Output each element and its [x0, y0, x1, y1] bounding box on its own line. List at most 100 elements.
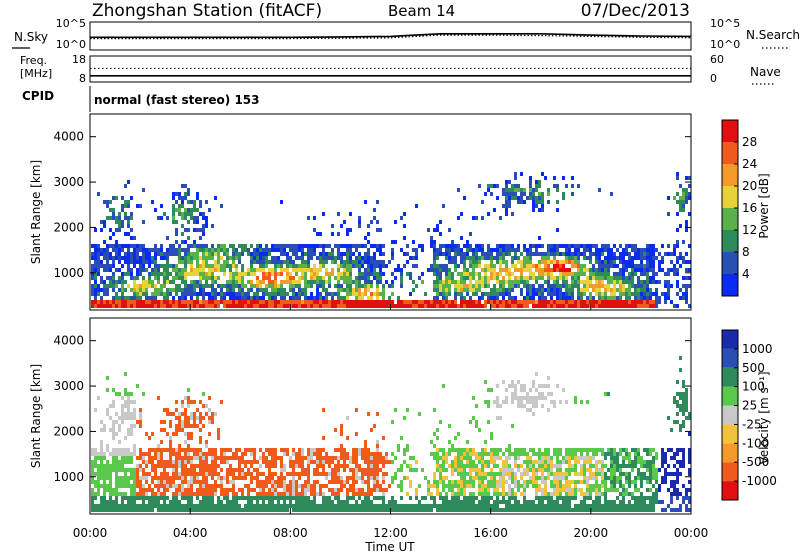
velocity-cell — [181, 456, 184, 460]
power-cell — [94, 268, 97, 272]
velocity-cell — [373, 464, 376, 468]
power-cell — [493, 268, 496, 272]
power-yticks-label-3: 1000 — [53, 266, 84, 280]
velocity-cell — [172, 476, 175, 480]
velocity-cell — [487, 388, 490, 392]
power-cell — [412, 240, 415, 244]
power-cell — [574, 264, 577, 268]
power-cell — [331, 296, 334, 300]
velocity-cell — [394, 508, 397, 512]
power-cell — [250, 256, 253, 260]
power-cell — [538, 304, 541, 308]
velocity-cell — [454, 460, 457, 464]
velocity-cell — [496, 400, 499, 404]
velocity-cell — [106, 448, 109, 452]
velocity-cell — [190, 416, 193, 420]
velocity-cell — [322, 456, 325, 460]
power-cell — [502, 280, 505, 284]
velocity-cell — [208, 488, 211, 492]
power-cell — [586, 268, 589, 272]
power-cell — [307, 256, 310, 260]
velocity-cell — [136, 492, 139, 496]
power-cell — [553, 292, 556, 296]
power-cell — [307, 264, 310, 268]
velocity-cell — [316, 472, 319, 476]
power-cell — [688, 184, 691, 188]
power-cell — [646, 256, 649, 260]
power-cell — [112, 284, 115, 288]
power-cell — [376, 288, 379, 292]
velocity-cell — [202, 484, 205, 488]
power-cell — [559, 268, 562, 272]
velocity-cell — [289, 504, 292, 508]
velocity-cell — [400, 436, 403, 440]
velocity-cell — [580, 504, 583, 508]
power-cell — [655, 280, 658, 284]
velocity-cell — [520, 472, 523, 476]
power-cell — [619, 260, 622, 264]
power-cell — [139, 260, 142, 264]
power-cell — [109, 276, 112, 280]
power-cell — [256, 276, 259, 280]
power-cell — [577, 248, 580, 252]
power-cell — [190, 208, 193, 212]
velocity-cell — [172, 460, 175, 464]
velocity-cell — [175, 468, 178, 472]
power-cell — [157, 300, 160, 304]
velocity-cell — [103, 492, 106, 496]
velocity-cell — [181, 472, 184, 476]
power-cell — [343, 288, 346, 292]
velocity-cell — [514, 476, 517, 480]
velocity-cell — [127, 484, 130, 488]
velocity-cell — [454, 508, 457, 512]
velocity-cell — [298, 496, 301, 500]
power-cell — [544, 280, 547, 284]
power-cell — [439, 232, 442, 236]
power-cell — [148, 272, 151, 276]
power-cell — [490, 256, 493, 260]
power-cell — [142, 256, 145, 260]
power-cell — [376, 272, 379, 276]
power-cell — [163, 212, 166, 216]
velocity-cell — [352, 492, 355, 496]
power-cell — [364, 284, 367, 288]
velocity-cell — [574, 508, 577, 512]
power-cell — [361, 260, 364, 264]
power-cell — [541, 192, 544, 196]
velocity-cell — [511, 452, 514, 456]
power-cell — [97, 192, 100, 196]
velocity-cell — [523, 492, 526, 496]
power-cell — [175, 268, 178, 272]
power-cell — [523, 300, 526, 304]
velocity-cell — [124, 492, 127, 496]
power-cell — [568, 288, 571, 292]
power-cell — [154, 260, 157, 264]
velocity-cell — [544, 384, 547, 388]
velocity-cell — [103, 428, 106, 432]
velocity-cell — [325, 504, 328, 508]
power-cell — [496, 304, 499, 308]
power-cell — [502, 248, 505, 252]
power-cell — [379, 280, 382, 284]
power-cell — [190, 292, 193, 296]
velocity-cell — [250, 472, 253, 476]
velocity-cell — [355, 504, 358, 508]
velocity-cell — [286, 504, 289, 508]
power-cell — [244, 292, 247, 296]
power-cell — [427, 300, 430, 304]
velocity-cell — [301, 472, 304, 476]
velocity-cell — [124, 468, 127, 472]
power-cell — [166, 268, 169, 272]
velocity-cell — [100, 468, 103, 472]
power-cell — [682, 208, 685, 212]
power-cell — [214, 304, 217, 308]
power-cell — [301, 292, 304, 296]
power-cell — [238, 288, 241, 292]
velocity-cell — [487, 400, 490, 404]
velocity-cell — [211, 476, 214, 480]
power-cell — [484, 284, 487, 288]
velocity-cell — [373, 468, 376, 472]
velocity-cell — [235, 448, 238, 452]
power-cell — [271, 288, 274, 292]
velocity-cell — [109, 496, 112, 500]
